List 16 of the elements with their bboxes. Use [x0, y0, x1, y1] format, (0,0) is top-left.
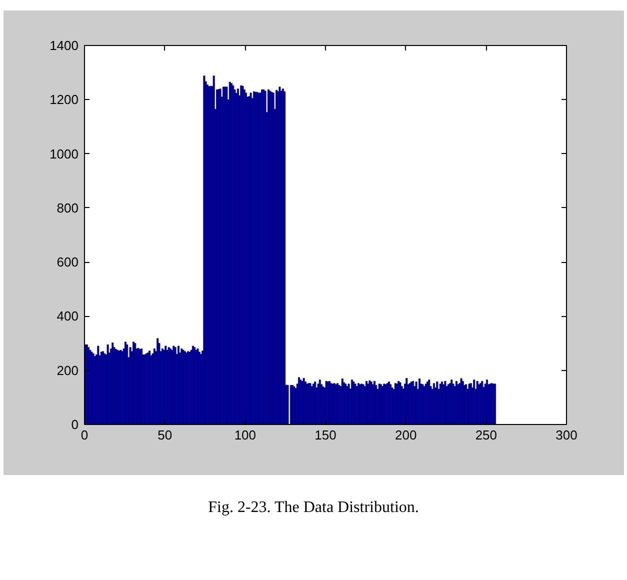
x-tick-label: 150 [314, 428, 336, 442]
y-tick-label: 1000 [50, 146, 78, 162]
y-tick-label: 1400 [50, 38, 78, 53]
x-tick-label: 100 [234, 428, 256, 442]
x-tick-label: 300 [556, 428, 578, 442]
y-tick-label: 400 [56, 308, 79, 324]
y-tick-label: 200 [56, 362, 79, 378]
y-tick-label: 1200 [50, 92, 78, 108]
y-tick-label: 0 [71, 417, 79, 432]
x-tick-label: 200 [394, 428, 417, 442]
caption: Fig. 2-23. The Data Distribution. [208, 498, 419, 518]
y-tick-label: 600 [56, 254, 79, 270]
x-tick-label: 250 [475, 428, 498, 442]
x-tick-label: 50 [158, 428, 172, 442]
x-tick-label: 0 [80, 428, 88, 442]
y-tick-label: 800 [56, 200, 79, 216]
